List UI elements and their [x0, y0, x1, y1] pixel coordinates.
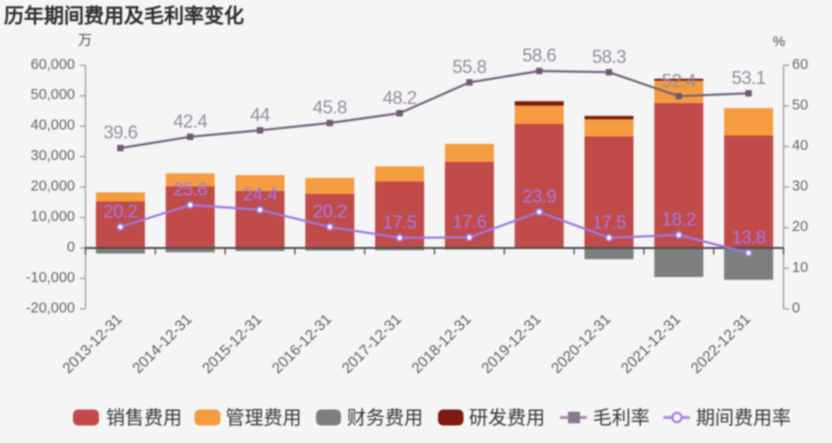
svg-text:研发费用: 研发费用 — [469, 407, 545, 429]
svg-text:20.2: 20.2 — [313, 201, 347, 222]
svg-text:18.2: 18.2 — [662, 209, 696, 230]
svg-text:万: 万 — [78, 32, 92, 48]
svg-text:0: 0 — [792, 300, 800, 316]
svg-text:20.2: 20.2 — [103, 201, 137, 222]
svg-text:-10,000: -10,000 — [26, 270, 75, 286]
svg-text:40,000: 40,000 — [31, 118, 75, 134]
svg-text:52.4: 52.4 — [662, 70, 696, 91]
svg-text:25.6: 25.6 — [173, 179, 207, 200]
svg-text:48.2: 48.2 — [383, 87, 417, 108]
svg-text:13.8: 13.8 — [732, 227, 766, 248]
svg-text:毛利率: 毛利率 — [593, 407, 650, 429]
svg-text:39.6: 39.6 — [103, 122, 137, 143]
svg-text:30: 30 — [792, 179, 808, 195]
svg-text:58.6: 58.6 — [522, 45, 556, 66]
svg-text:期间费用率: 期间费用率 — [696, 407, 791, 429]
svg-text:42.4: 42.4 — [173, 110, 207, 131]
svg-text:20,000: 20,000 — [31, 179, 75, 195]
svg-text:60: 60 — [792, 57, 808, 73]
svg-text:10: 10 — [792, 260, 808, 276]
svg-text:0: 0 — [67, 240, 75, 256]
svg-text:30,000: 30,000 — [31, 148, 75, 164]
svg-text:60,000: 60,000 — [31, 57, 75, 73]
svg-text:17.5: 17.5 — [383, 211, 417, 232]
svg-text:58.3: 58.3 — [592, 46, 626, 67]
svg-text:历年期间费用及毛利率变化: 历年期间费用及毛利率变化 — [4, 4, 244, 28]
svg-text:45.8: 45.8 — [313, 97, 347, 118]
svg-text:销售费用: 销售费用 — [106, 407, 182, 429]
svg-text:23.9: 23.9 — [522, 186, 556, 207]
svg-text:管理费用: 管理费用 — [226, 407, 302, 429]
svg-text:50,000: 50,000 — [31, 87, 75, 103]
svg-text:%: % — [773, 33, 785, 49]
svg-text:53.1: 53.1 — [732, 67, 766, 88]
svg-text:财务费用: 财务费用 — [347, 407, 423, 429]
svg-text:-20,000: -20,000 — [26, 300, 75, 316]
svg-text:55.8: 55.8 — [452, 56, 486, 77]
svg-text:50: 50 — [792, 97, 808, 113]
svg-text:20: 20 — [792, 219, 808, 235]
svg-text:24.4: 24.4 — [243, 183, 277, 204]
svg-text:10,000: 10,000 — [31, 209, 75, 225]
svg-text:17.6: 17.6 — [452, 211, 486, 232]
svg-text:40: 40 — [792, 138, 808, 154]
svg-text:17.5: 17.5 — [592, 211, 626, 232]
svg-text:44: 44 — [250, 104, 270, 125]
